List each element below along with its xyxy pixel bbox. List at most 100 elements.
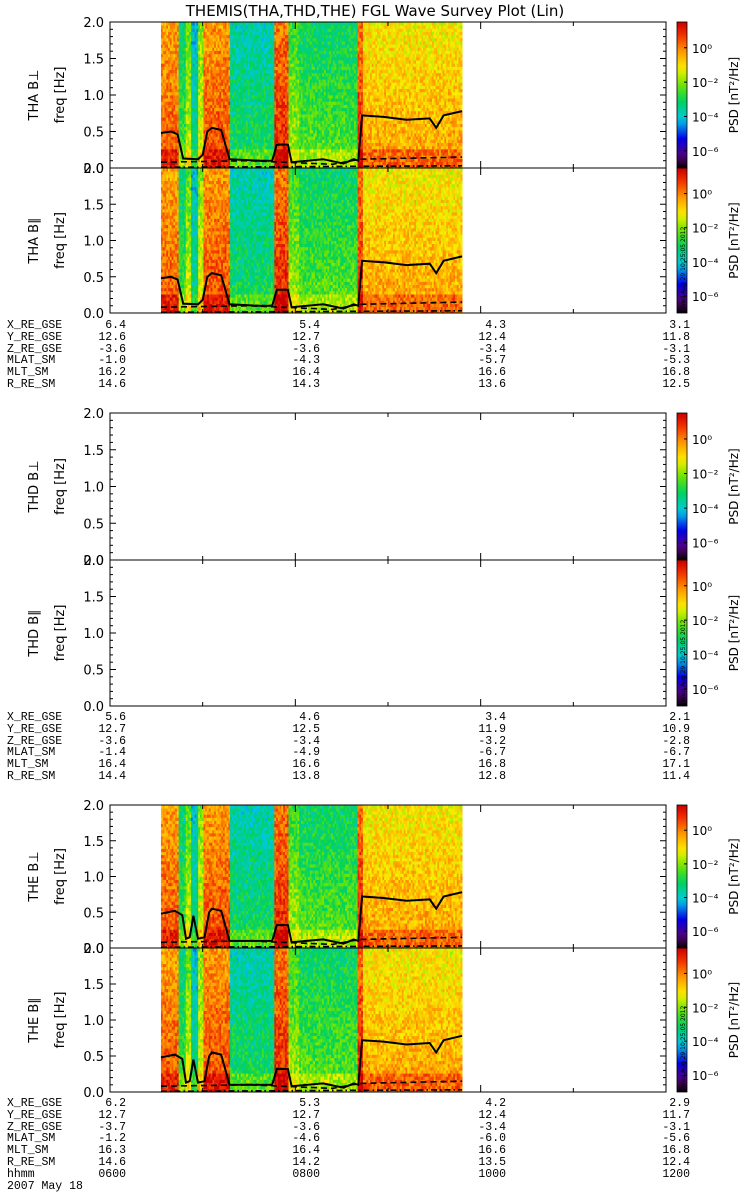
ephemeris-row-label: MLT_SM (7, 367, 48, 379)
ephemeris-value: -3.6 (74, 736, 126, 748)
ephemeris-value: 10.9 (638, 724, 690, 736)
ephemeris-row-label: MLAT_SM (7, 1133, 55, 1145)
ytick-label: 0.5 (83, 1050, 104, 1065)
ephemeris-value: -6.7 (638, 747, 690, 759)
ephemeris-value: -3.1 (638, 1122, 690, 1134)
ephemeris-value: 12.4 (454, 332, 506, 344)
panel-label: THE B∥ (27, 997, 42, 1043)
ephemeris-value: 6.2 (74, 1098, 126, 1110)
ephemeris-value: 6.4 (74, 320, 126, 332)
ephemeris-value: 5.3 (268, 1098, 320, 1110)
ephemeris-value: 12.7 (74, 724, 126, 736)
colorbar-tick: 10⁻⁴ (692, 1035, 719, 1049)
ephemeris-value: -3.6 (268, 344, 320, 356)
ephemeris-value: -4.9 (268, 747, 320, 759)
colorbar-tick: 10⁻² (692, 468, 719, 482)
ephemeris-value: -5.6 (638, 1133, 690, 1145)
ytick-label: 1.5 (83, 978, 104, 993)
ephemeris-row-label: Y_RE_GSE (7, 724, 62, 736)
ylabel: freq [Hz] (53, 212, 68, 269)
ytick-label: 1.5 (83, 53, 104, 68)
ephemeris-row-label: MLAT_SM (7, 355, 55, 367)
ephemeris-value: 12.5 (268, 724, 320, 736)
ephemeris-value: 11.9 (454, 724, 506, 736)
ytick-label: 2.0 (83, 16, 104, 31)
ephemeris-value: 13.6 (454, 379, 506, 391)
ytick-label: 1.0 (83, 627, 104, 642)
ephemeris-row-label: Z_RE_GSE (7, 344, 62, 356)
ephemeris-value: -3.1 (638, 344, 690, 356)
ephemeris-value: 16.8 (454, 759, 506, 771)
ytick-label: 2.0 (83, 554, 104, 569)
ytick-label: 0.5 (83, 664, 104, 679)
colorbar-tick: 10⁻⁶ (692, 1069, 719, 1083)
ytick-label: 1.0 (83, 89, 104, 104)
ephemeris-value: 12.7 (74, 1110, 126, 1122)
colorbar-tick: 10⁻² (692, 76, 719, 90)
ephemeris-thd: X_RE_GSE 5.6 4.6 3.4 2.1 Y_RE_GSE 12.7 12.5 11.9… (7, 712, 747, 802)
colorbar-tick: 10⁻⁶ (692, 290, 719, 304)
timestamp-stamp: Wed Aug 29 10:25:05 2012 (680, 1006, 687, 1088)
panel-label: THD B⊥ (27, 460, 42, 513)
ephemeris-value: -4.3 (268, 355, 320, 367)
colorbar-tick: 10⁻⁶ (692, 145, 719, 159)
ylabel: freq [Hz] (53, 458, 68, 515)
ephemeris-tha: X_RE_GSE 6.4 5.4 4.3 3.1 Y_RE_GSE 12.6 12.7 12.4… (7, 320, 747, 410)
colorbar-tick: 10⁻⁴ (692, 502, 719, 516)
ephemeris-value: -1.0 (74, 355, 126, 367)
colorbar-tick: 10⁻² (692, 858, 719, 872)
ephemeris-value: -3.4 (454, 344, 506, 356)
colorbar-label: PSD [nT²/Hz] (727, 202, 741, 278)
ephemeris-value: 11.7 (638, 1110, 690, 1122)
ephemeris-value: 5.6 (74, 712, 126, 724)
time-tick-label: 1200 (638, 1169, 690, 1181)
panel-frame-3 (110, 560, 666, 706)
ephemeris-value: -5.3 (638, 355, 690, 367)
panel-label: THA B∥ (27, 217, 42, 264)
colorbar-tick: 10⁻⁶ (692, 537, 719, 551)
ephemeris-value: 13.5 (454, 1157, 506, 1169)
ephemeris-value: -3.2 (454, 736, 506, 748)
ephemeris-value: 13.8 (268, 771, 320, 783)
ylabel: freq [Hz] (53, 848, 68, 905)
colorbar-tick: 10⁻⁴ (692, 110, 719, 124)
date-label: 2007 May 18 (7, 1181, 83, 1193)
colorbar-tick: 10⁻² (692, 222, 719, 236)
ephemeris-value: -1.2 (74, 1133, 126, 1145)
ephemeris-value: 12.8 (454, 771, 506, 783)
ylabel: freq [Hz] (53, 605, 68, 662)
colorbar-tick: 10⁰ (692, 42, 712, 56)
ephemeris-value: 12.4 (454, 1110, 506, 1122)
colorbar-tick: 10⁻⁴ (692, 648, 719, 662)
ephemeris-value: -6.0 (454, 1133, 506, 1145)
ephemeris-value: 16.4 (268, 1145, 320, 1157)
ephemeris-value: 14.6 (74, 379, 126, 391)
spectrogram-plots: 0.00.51.01.52.0THA B⊥ freq [Hz]10⁰10⁻²10⁻… (0, 0, 750, 1200)
spectrogram-1 (161, 168, 463, 313)
ephemeris-row-label: X_RE_GSE (7, 1098, 62, 1110)
ephemeris-value: 16.6 (268, 759, 320, 771)
ephemeris-value: 12.4 (638, 1157, 690, 1169)
ytick-label: 1.0 (83, 481, 104, 496)
ephemeris-value: 16.6 (454, 367, 506, 379)
ephemeris-value: 16.6 (454, 1145, 506, 1157)
colorbar-tick: 10⁻⁶ (692, 683, 719, 697)
ephemeris-value: 16.8 (638, 1145, 690, 1157)
ephemeris-value: -3.6 (74, 344, 126, 356)
ephemeris-value: 14.4 (74, 771, 126, 783)
ytick-label: 1.5 (83, 591, 104, 606)
colorbar-tick: 10⁻² (692, 614, 719, 628)
ephemeris-value: 17.1 (638, 759, 690, 771)
ephemeris-value: 5.4 (268, 320, 320, 332)
colorbar-tick: 10⁻² (692, 1001, 719, 1015)
wave-survey-figure: THEMIS(THA,THD,THE) FGL Wave Survey Plot… (0, 0, 750, 1200)
ephemeris-row-label: Z_RE_GSE (7, 1122, 62, 1134)
ytick-label: 2.0 (83, 942, 104, 957)
ephemeris-value: -3.6 (268, 1122, 320, 1134)
time-tick-label: 0600 (74, 1169, 126, 1181)
ylabel: freq [Hz] (53, 67, 68, 124)
